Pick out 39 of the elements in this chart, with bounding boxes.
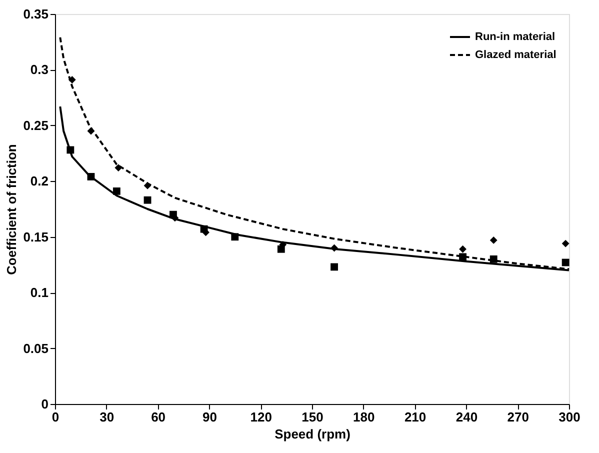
point <box>490 236 498 244</box>
point <box>459 253 466 261</box>
y-tick-label: 0.15 <box>23 229 48 244</box>
x-tick-label: 60 <box>151 410 166 424</box>
x-tick-label: 120 <box>250 410 272 424</box>
point <box>562 258 570 266</box>
x-tick-label: 0 <box>52 410 60 424</box>
point <box>562 240 570 248</box>
x-tick-label: 180 <box>353 410 375 424</box>
point <box>87 127 95 135</box>
legend-label: Run-in material <box>475 31 556 43</box>
y-tick-label: 0.25 <box>23 118 48 133</box>
point <box>490 255 498 263</box>
x-axis-title: Speed (rpm) <box>274 426 350 442</box>
point <box>68 76 76 84</box>
legend-label: Glazed material <box>475 49 556 61</box>
point <box>330 263 338 271</box>
point <box>87 172 95 180</box>
point <box>114 164 122 172</box>
y-tick-label: 0.2 <box>30 174 48 189</box>
x-tick-label: 240 <box>456 410 478 424</box>
x-tick-label: 150 <box>302 410 324 424</box>
y-tick-label: 0.05 <box>23 340 48 356</box>
point <box>144 182 152 190</box>
point <box>66 146 74 154</box>
y-tick-label: 0.3 <box>30 62 48 78</box>
x-tick-label: 300 <box>558 410 580 424</box>
y-axis-title: Coefficient of friction <box>4 144 20 275</box>
x-tick-label: 210 <box>404 410 426 424</box>
y-tick-label: 0.1 <box>30 285 48 300</box>
point <box>459 245 466 253</box>
x-tick-label: 90 <box>202 410 217 424</box>
point <box>112 187 120 195</box>
y-tick-label: 0 <box>41 396 48 412</box>
x-tick-label: 270 <box>507 410 529 424</box>
point <box>144 196 152 204</box>
x-tick-label: 30 <box>100 410 114 424</box>
y-tick-label: 0.35 <box>23 6 48 22</box>
point <box>231 233 239 241</box>
